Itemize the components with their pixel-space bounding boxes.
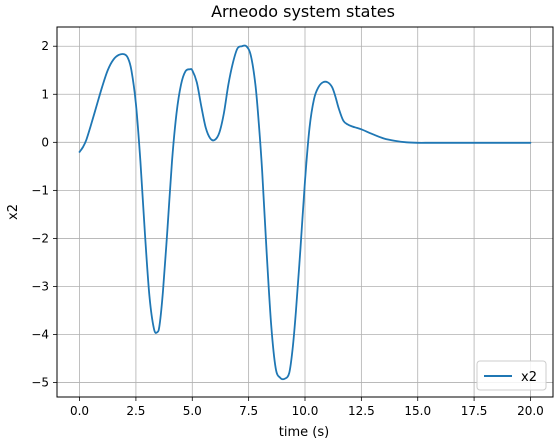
x-tick-label: 20.0 [517, 404, 544, 418]
y-tick-label: 0 [41, 135, 49, 149]
y-tick-label: −4 [31, 328, 49, 342]
legend: x2 [476, 360, 547, 391]
x-tick-label: 17.5 [461, 404, 488, 418]
chart-title: Arneodo system states [211, 2, 395, 21]
x-tick-label: 0.0 [70, 404, 89, 418]
x-tick-label: 5.0 [183, 404, 202, 418]
y-tick-label: −5 [31, 376, 49, 390]
x-tick-label: 7.5 [239, 404, 258, 418]
legend-label-x2: x2 [521, 370, 537, 385]
y-tick-label: −1 [31, 183, 49, 197]
y-tick-label: 2 [41, 39, 49, 53]
y-tick-label: 1 [41, 87, 49, 101]
x-tick-label: 12.5 [348, 404, 375, 418]
x-tick-label: 10.0 [292, 404, 319, 418]
x-tick-label: 2.5 [126, 404, 145, 418]
y-tick-label: −2 [31, 231, 49, 245]
y-axis-label: x2 [6, 204, 21, 220]
plot-frame [56, 26, 554, 398]
x-axis-label: time (s) [279, 425, 329, 440]
y-tick-label: −3 [31, 279, 49, 293]
grid [57, 27, 553, 397]
series-line-x2 [78, 44, 532, 381]
x-tick-label: 15.0 [404, 404, 431, 418]
y-axis-ticks: −5 −4 −3 −2 −1 0 1 2 [31, 39, 57, 390]
x-axis-ticks: 0.0 2.5 5.0 7.5 10.0 12.5 15.0 17.5 20.0 [70, 397, 544, 418]
